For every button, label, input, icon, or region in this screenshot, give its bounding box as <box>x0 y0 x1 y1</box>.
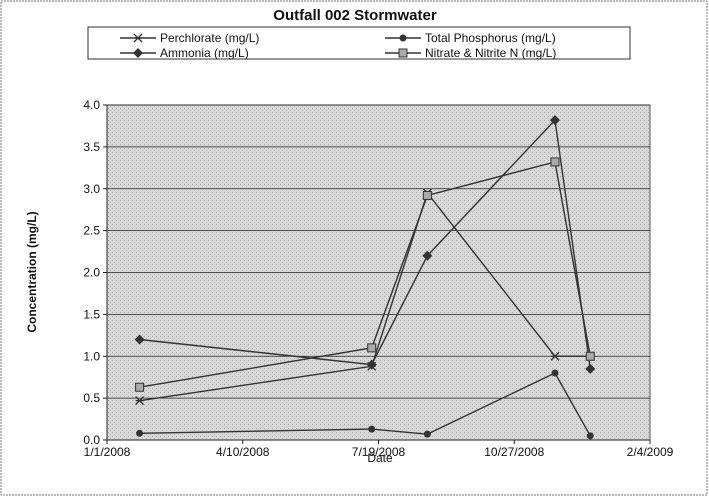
legend-item: Nitrate & Nitrite N (mg/L) <box>385 46 556 60</box>
marker <box>551 369 559 377</box>
marker <box>423 430 431 438</box>
marker <box>398 48 408 58</box>
legend-item: Perchlorate (mg/L) <box>120 31 259 45</box>
y-tick-label: 3.5 <box>83 140 100 154</box>
marker <box>368 425 376 433</box>
marker <box>134 334 145 345</box>
marker <box>586 432 594 440</box>
y-tick-label: 0.5 <box>83 391 100 405</box>
marker <box>422 250 433 261</box>
y-tick-label: 1.0 <box>83 349 100 363</box>
x-tick-label: 1/1/2008 <box>84 445 131 459</box>
marker <box>550 351 560 361</box>
legend-label: Nitrate & Nitrite N (mg/L) <box>425 46 556 60</box>
marker <box>133 48 143 58</box>
y-tick-label: 4.0 <box>83 98 100 112</box>
marker <box>422 190 432 200</box>
marker <box>133 33 143 43</box>
x-tick-label: 4/10/2008 <box>216 445 270 459</box>
legend-item: Ammonia (mg/L) <box>120 46 249 60</box>
marker <box>399 34 407 42</box>
y-tick-label: 1.5 <box>83 307 100 321</box>
marker <box>135 396 145 406</box>
y-tick-label: 2.0 <box>83 266 100 280</box>
marker <box>585 351 595 361</box>
marker <box>366 359 377 370</box>
legend-label: Ammonia (mg/L) <box>160 46 249 60</box>
marker <box>135 382 145 392</box>
y-tick-label: 0.0 <box>83 433 100 447</box>
marker <box>585 363 596 374</box>
y-tick-label: 3.0 <box>83 182 100 196</box>
marker <box>367 343 377 353</box>
x-tick-label: 10/27/2008 <box>484 445 544 459</box>
marker <box>549 115 560 126</box>
chart-title: Outfall 002 Stormwater <box>273 7 437 24</box>
legend-item: Total Phosphorus (mg/L) <box>385 31 556 45</box>
legend-label: Perchlorate (mg/L) <box>160 31 259 45</box>
marker <box>136 429 144 437</box>
marker <box>550 157 560 167</box>
x-tick-label: 2/4/2009 <box>627 445 674 459</box>
x-tick-label: 7/19/2008 <box>352 445 406 459</box>
legend-box <box>87 26 631 60</box>
y-tick-label: 2.5 <box>83 224 100 238</box>
legend-label: Total Phosphorus (mg/L) <box>425 31 556 45</box>
x-axis-label: Date <box>367 451 393 465</box>
y-axis-label: Concentration (mg/L) <box>25 211 39 332</box>
